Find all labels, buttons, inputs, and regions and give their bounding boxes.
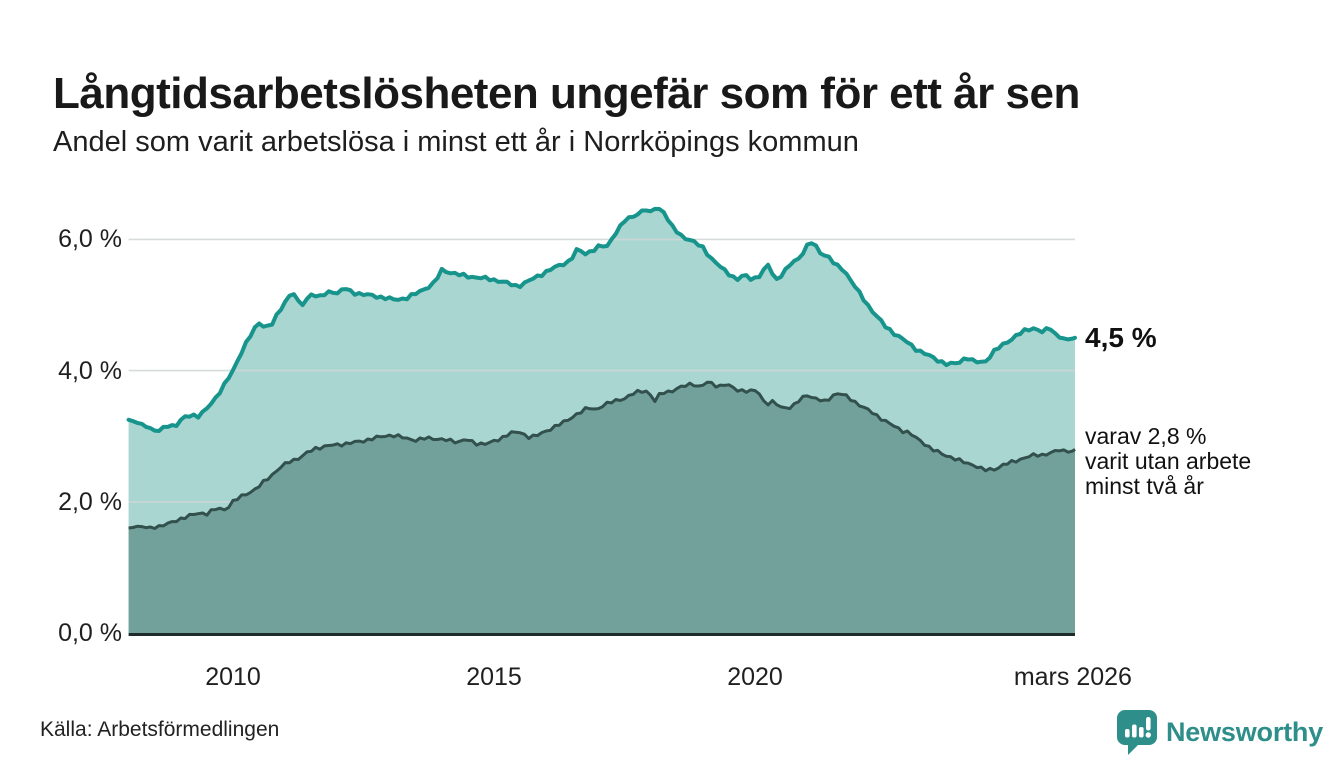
x-tick-2015: 2015 [466, 662, 522, 692]
y-tick-6: 6,0 % [28, 224, 122, 254]
source-note: Källa: Arbetsförmedlingen [40, 718, 279, 742]
newsworthy-speech-bubble-bars-icon [1117, 710, 1157, 755]
x-tick-mars-2026: mars 2026 [1014, 662, 1132, 692]
chart-title: Långtidsarbetslösheten ungefär som för e… [53, 69, 1323, 120]
x-tick-2020: 2020 [727, 662, 783, 692]
secondary-annotation-line-2: varit utan arbete [1085, 449, 1251, 474]
secondary-annotation-line-3: minst två år [1085, 474, 1251, 499]
newsworthy-logo: Newsworthy [1117, 710, 1323, 755]
y-tick-4: 4,0 % [28, 356, 122, 386]
latest-value-annotation: 4,5 % [1085, 322, 1157, 354]
secondary-value-annotation: varav 2,8 %varit utan arbeteminst två år [1085, 424, 1251, 499]
newsworthy-wordmark: Newsworthy [1166, 717, 1323, 748]
chart-subtitle: Andel som varit arbetslösa i minst ett å… [53, 126, 1153, 159]
y-tick-2: 2,0 % [28, 487, 122, 517]
x-tick-2010: 2010 [205, 662, 261, 692]
chart-card: Långtidsarbetslösheten ungefär som för e… [0, 0, 1340, 780]
y-tick-0: 0,0 % [28, 618, 122, 648]
secondary-annotation-line-1: varav 2,8 % [1085, 424, 1251, 449]
